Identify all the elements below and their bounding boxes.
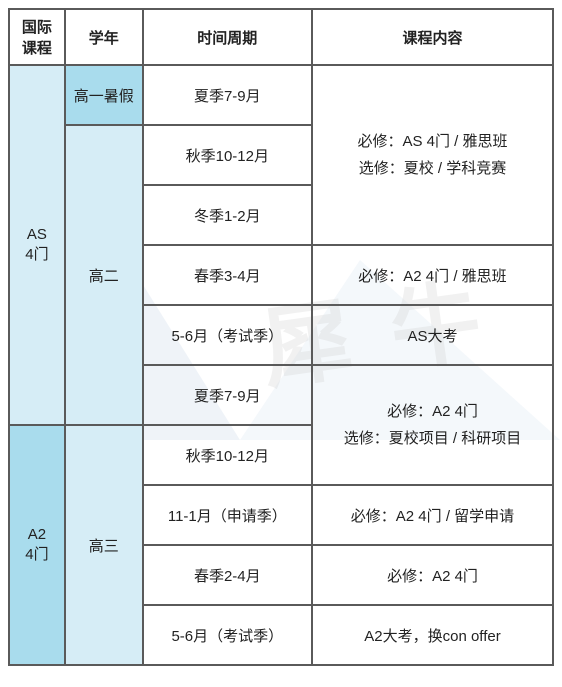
- content-line: 选修：夏校项目 / 科研项目: [319, 425, 546, 452]
- cell-year-g2: 高二: [65, 125, 143, 425]
- cell-period: 11-1月（申请季）: [143, 485, 312, 545]
- cell-content: A2大考，换con offer: [312, 605, 553, 665]
- table-row: AS 4门 高一暑假 夏季7-9月 必修：AS 4门 / 雅思班 选修：夏校 /…: [9, 65, 553, 125]
- header-year: 学年: [65, 9, 143, 65]
- curriculum-table: 国际 课程 学年 时间周期 课程内容 AS 4门 高一暑假 夏季7-9月 必修：…: [8, 8, 554, 666]
- cell-period: 春季3-4月: [143, 245, 312, 305]
- cell-content-block1: 必修：AS 4门 / 雅思班 选修：夏校 / 学科竞赛: [312, 65, 553, 245]
- cell-content: AS大考: [312, 305, 553, 365]
- cell-period: 春季2-4月: [143, 545, 312, 605]
- cell-period: 5-6月（考试季）: [143, 305, 312, 365]
- table-header-row: 国际 课程 学年 时间周期 课程内容: [9, 9, 553, 65]
- content-line: 必修：AS 4门 / 雅思班: [319, 128, 546, 155]
- cell-period: 夏季7-9月: [143, 365, 312, 425]
- cell-course-as: AS 4门: [9, 65, 65, 425]
- header-course: 国际 课程: [9, 9, 65, 65]
- content-line: 必修：A2 4门: [319, 398, 546, 425]
- cell-period: 5-6月（考试季）: [143, 605, 312, 665]
- cell-period: 冬季1-2月: [143, 185, 312, 245]
- cell-period: 秋季10-12月: [143, 125, 312, 185]
- cell-period: 秋季10-12月: [143, 425, 312, 485]
- cell-year-g1summer: 高一暑假: [65, 65, 143, 125]
- cell-content: 必修：A2 4门 / 雅思班: [312, 245, 553, 305]
- content-line: 选修：夏校 / 学科竞赛: [319, 155, 546, 182]
- cell-content: 必修：A2 4门 / 留学申请: [312, 485, 553, 545]
- cell-period: 夏季7-9月: [143, 65, 312, 125]
- header-content: 课程内容: [312, 9, 553, 65]
- cell-content-block3: 必修：A2 4门 选修：夏校项目 / 科研项目: [312, 365, 553, 485]
- cell-year-g3: 高三: [65, 425, 143, 665]
- cell-content: 必修：A2 4门: [312, 545, 553, 605]
- cell-course-a2: A2 4门: [9, 425, 65, 665]
- header-period: 时间周期: [143, 9, 312, 65]
